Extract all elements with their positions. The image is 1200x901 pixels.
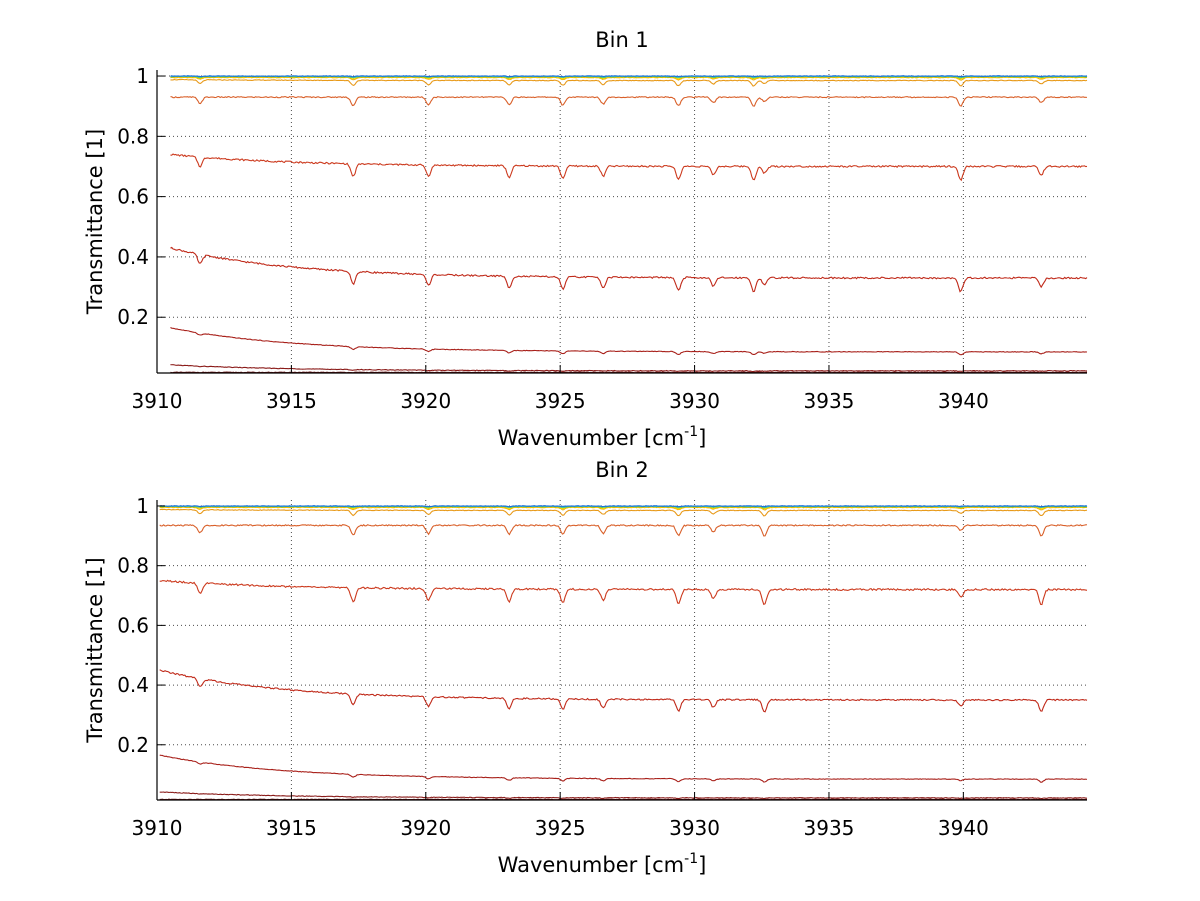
y-tick-label: 0.4	[117, 673, 149, 697]
chart-title: Bin 1	[595, 28, 649, 52]
chart-title: Bin 2	[595, 458, 649, 482]
series-line	[159, 508, 1088, 517]
x-tick-label: 3915	[266, 389, 317, 413]
y-tick-label: 0.6	[117, 613, 149, 637]
x-tick-label: 3940	[938, 816, 989, 840]
series-line	[170, 327, 1088, 356]
y-tick-label: 0.2	[117, 305, 149, 329]
x-axis-label-superscript: -1	[684, 851, 698, 867]
x-tick-label: 3930	[669, 816, 720, 840]
x-tick-label: 3925	[535, 389, 586, 413]
x-axis-label-suffix: ]	[698, 853, 706, 877]
x-axis-label-main: Wavenumber [cm	[498, 853, 684, 877]
subplot-1: Bin 1 3910 3915 3920 3925 3930 3935 3940 0.2 0.4 0…	[83, 28, 1088, 450]
y-tick-label: 0.2	[117, 733, 149, 757]
y-tick-label: 1	[136, 494, 149, 518]
series-line	[159, 669, 1088, 713]
x-axis-label: Wavenumber [cm-1]	[498, 424, 707, 450]
y-tick-label: 0.4	[117, 245, 149, 269]
series-line	[159, 506, 1088, 511]
series-line	[159, 754, 1088, 783]
y-tick-label: 0.8	[117, 554, 149, 578]
series-line	[159, 579, 1088, 606]
x-axis-label-suffix: ]	[698, 426, 706, 450]
y-axis-label: Transmittance [1]	[83, 129, 107, 315]
x-tick-label: 3935	[804, 816, 855, 840]
x-axis-label-superscript: -1	[684, 424, 698, 440]
series-line	[159, 524, 1088, 537]
x-tick-label: 3920	[400, 816, 451, 840]
y-tick-label: 0.6	[117, 185, 149, 209]
x-tick-label: 3930	[669, 389, 720, 413]
x-tick-label: 3920	[400, 389, 451, 413]
series-line	[170, 153, 1088, 182]
y-tick-label: 0.8	[117, 124, 149, 148]
y-tick-label: 1	[136, 64, 149, 88]
x-tick-label: 3925	[535, 816, 586, 840]
x-tick-label: 3935	[804, 389, 855, 413]
x-axis-label: Wavenumber [cm-1]	[498, 851, 707, 877]
y-axis-label: Transmittance [1]	[83, 557, 107, 743]
series-line	[170, 364, 1088, 373]
series-line	[159, 505, 1088, 508]
series-line	[170, 246, 1088, 293]
series-line	[159, 791, 1088, 800]
x-tick-label: 3910	[132, 389, 183, 413]
x-tick-label: 3915	[266, 816, 317, 840]
x-axis-label-main: Wavenumber [cm	[498, 426, 684, 450]
x-tick-label: 3910	[132, 816, 183, 840]
x-tick-label: 3940	[938, 389, 989, 413]
series-line	[170, 95, 1088, 107]
series-line	[170, 78, 1088, 87]
subplot-2: Bin 2 3910 3915 3920 3925 3930 3935 3940 0.2 0.4 0…	[83, 458, 1088, 877]
series-line	[170, 75, 1088, 78]
series-line	[170, 371, 1088, 374]
